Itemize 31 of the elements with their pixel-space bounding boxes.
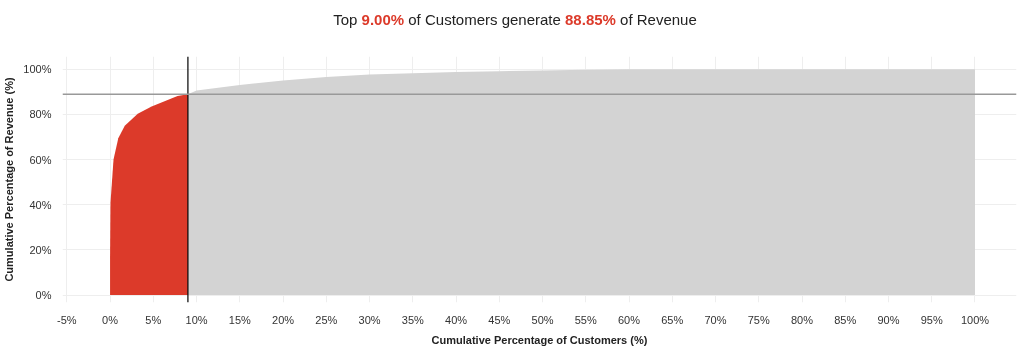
y-tick-label: 80% [29, 108, 52, 121]
x-tick-label: 70% [704, 313, 727, 326]
x-tick-label: 50% [531, 313, 554, 326]
x-tick-label: 30% [358, 313, 381, 326]
x-tick-label: 0% [102, 313, 119, 326]
x-axis-title: Cumulative Percentage of Customers (%) [431, 333, 648, 346]
x-tick-label: 5% [145, 313, 162, 326]
x-tick-label: 60% [618, 313, 641, 326]
x-tick-label: 65% [661, 313, 684, 326]
x-tick-label: 15% [228, 313, 252, 326]
x-tick-label: 35% [401, 313, 425, 326]
x-tick-label: 80% [790, 313, 814, 326]
chart-title: Top 9.00% of Customers generate 88.85% of Revenue [333, 10, 697, 30]
x-tick-label: 45% [488, 313, 511, 326]
y-tick-label: 60% [29, 153, 52, 166]
x-tick-label: 40% [445, 313, 468, 326]
y-tick-label: 40% [29, 198, 52, 211]
y-tick-label: 0% [35, 289, 52, 302]
x-tick-label: 95% [920, 313, 943, 326]
x-tick-label: 25% [315, 313, 338, 326]
x-tick-label: 55% [574, 313, 597, 326]
x-tick-label: 10% [185, 313, 208, 326]
x-tick-label: 100% [960, 313, 990, 326]
x-tick-label: 75% [747, 313, 770, 326]
x-tick-label: -5% [57, 313, 77, 326]
x-tick-label: 20% [272, 313, 295, 326]
y-tick-label: 20% [29, 243, 52, 256]
y-axis-title: Cumulative Percentage of Revenue (%) [3, 77, 16, 282]
x-tick-label: 85% [834, 313, 857, 326]
y-tick-label: 100% [23, 63, 52, 76]
x-tick-label: 90% [877, 313, 900, 326]
